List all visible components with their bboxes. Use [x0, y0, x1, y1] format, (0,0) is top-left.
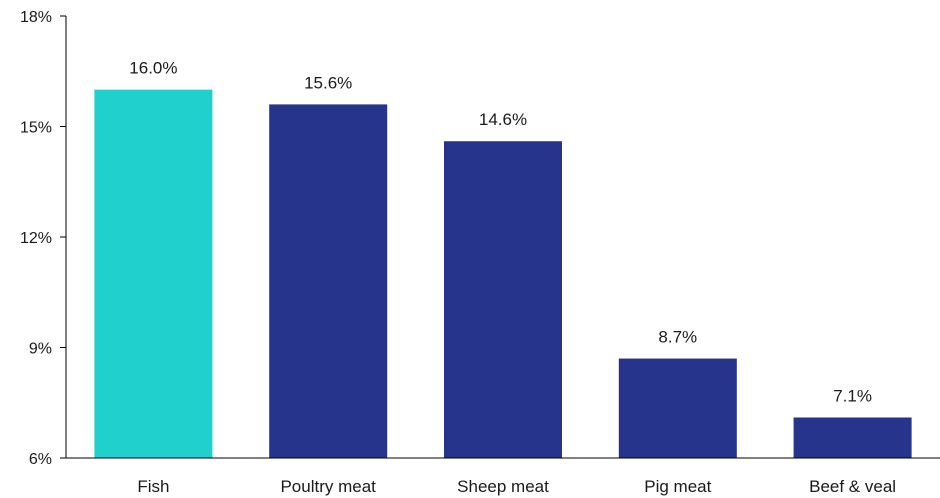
category-label: Sheep meat	[457, 477, 549, 496]
y-tick-label: 9%	[29, 341, 52, 358]
category-label: Poultry meat	[280, 477, 376, 496]
data-label: 8.7%	[658, 328, 697, 347]
category-labels: Fish Poultry meat Sheep meat Pig meat Beef &…	[137, 477, 896, 496]
y-tick-label: 18%	[20, 9, 52, 26]
data-label: 15.6%	[304, 73, 352, 92]
data-label: 7.1%	[833, 386, 872, 405]
data-label: 16.0%	[129, 59, 177, 78]
y-tick-label: 15%	[20, 120, 52, 137]
y-tick-label: 6%	[29, 451, 52, 468]
category-label: Fish	[137, 477, 169, 496]
category-label: Beef & veal	[809, 477, 896, 496]
bar	[618, 358, 737, 458]
bar	[444, 141, 562, 458]
bars	[94, 89, 912, 459]
data-label: 14.6%	[479, 110, 527, 129]
bar	[793, 417, 912, 458]
bar	[94, 89, 213, 459]
y-axis-ticks: 6% 9% 12% 15% 18%	[20, 9, 66, 468]
y-tick-label: 12%	[20, 230, 52, 247]
data-labels: 16.0% 15.6% 14.6% 8.7% 7.1%	[129, 59, 872, 406]
category-label: Pig meat	[644, 477, 711, 496]
bar	[269, 104, 388, 459]
